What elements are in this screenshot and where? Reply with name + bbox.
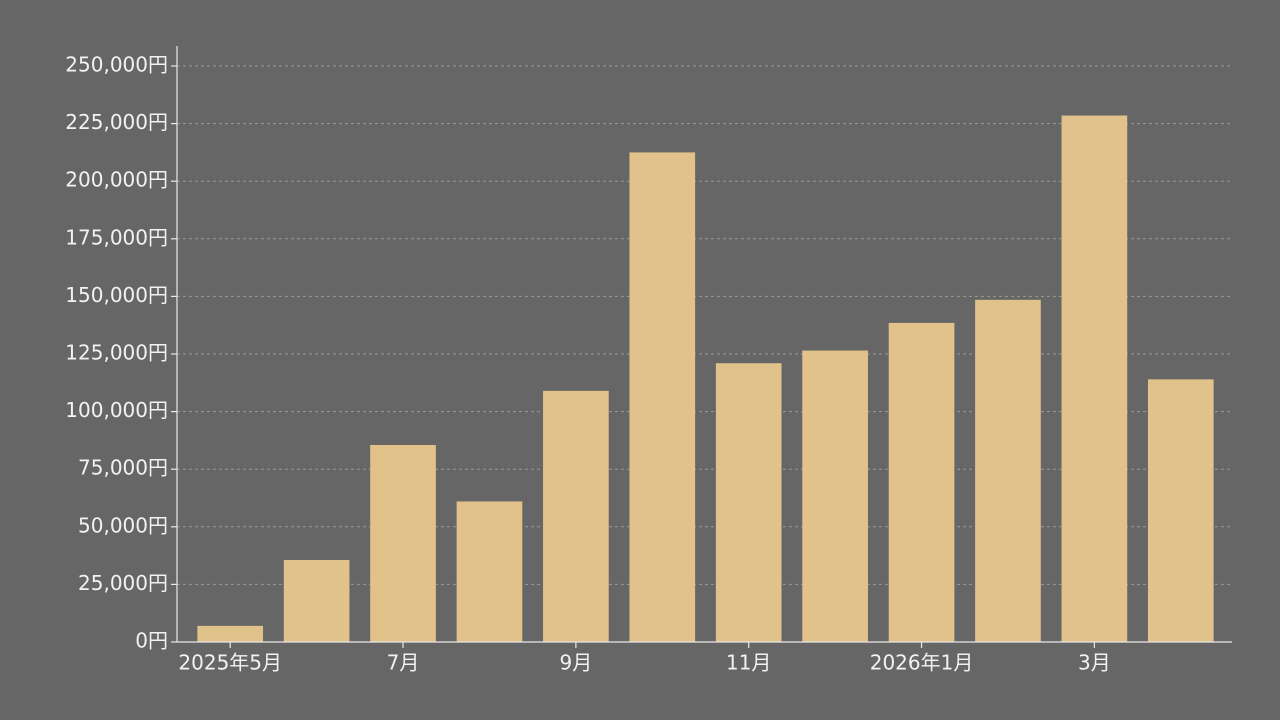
bar [802,350,868,642]
y-tick-label: 225,000円 [65,110,168,134]
y-tick-label: 150,000円 [65,283,168,307]
x-tick-label: 3月 [1078,651,1111,675]
bar [1147,379,1214,642]
x-tick-label: 11月 [726,651,771,675]
x-tick-label: 7月 [387,651,420,675]
y-tick-label: 25,000円 [78,571,168,595]
y-tick-label: 250,000円 [65,53,168,77]
bar [629,152,696,642]
x-tick-label: 9月 [560,651,593,675]
bar [543,390,609,642]
y-tick-label: 0円 [135,629,168,653]
y-tick-label: 75,000円 [78,456,168,480]
y-tick-label: 175,000円 [65,225,168,249]
bar [1061,115,1128,642]
y-tick-label: 100,000円 [65,398,168,422]
x-tick-label: 2025年5月 [178,651,282,675]
y-tick-label: 50,000円 [78,513,168,537]
y-tick-label: 200,000円 [65,168,168,192]
bar [197,625,264,642]
bar [975,299,1041,642]
bar [456,501,523,642]
bar [370,445,436,642]
bar [888,322,955,642]
bar [715,363,782,642]
x-tick-label: 2026年1月 [870,651,974,675]
bar [283,559,350,642]
y-tick-label: 125,000円 [65,341,168,365]
